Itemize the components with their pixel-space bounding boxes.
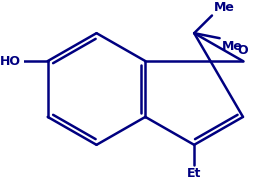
Text: Me: Me: [214, 1, 235, 14]
Text: Et: Et: [187, 167, 201, 180]
Text: HO: HO: [0, 55, 20, 68]
Text: Me: Me: [221, 40, 242, 53]
Text: O: O: [238, 44, 248, 57]
